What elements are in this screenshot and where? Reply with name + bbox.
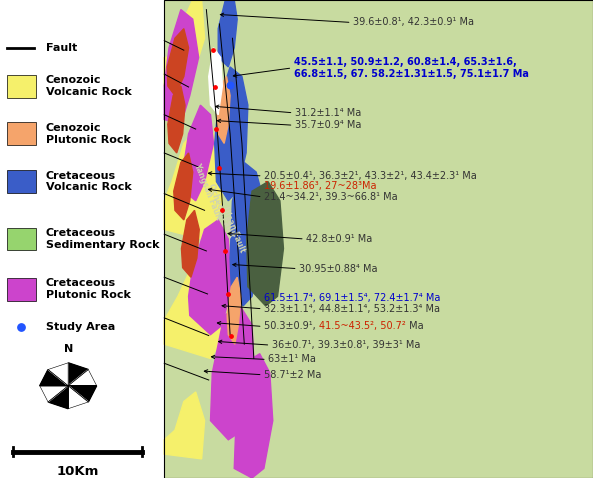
Text: Fault: Fault — [46, 43, 77, 53]
Text: 36±0.7¹, 39.3±0.8¹, 39±3¹ Ma: 36±0.7¹, 39.3±0.8¹, 39±3¹ Ma — [272, 340, 420, 350]
Bar — [164, 0, 593, 478]
Polygon shape — [40, 369, 68, 386]
Polygon shape — [209, 48, 222, 115]
Polygon shape — [48, 363, 68, 386]
Text: Cretaceous
Sedimentary Rock: Cretaceous Sedimentary Rock — [46, 228, 159, 250]
Text: 41.5~43.5², 50.7²: 41.5~43.5², 50.7² — [319, 322, 406, 331]
Polygon shape — [234, 354, 273, 478]
Point — [17, 324, 26, 331]
Text: 35.7±0.9⁴ Ma: 35.7±0.9⁴ Ma — [295, 120, 361, 130]
Text: 63±1¹ Ma: 63±1¹ Ma — [268, 355, 316, 364]
Polygon shape — [211, 306, 255, 440]
Point — [210, 83, 219, 91]
Polygon shape — [230, 163, 264, 306]
Polygon shape — [68, 369, 97, 386]
Polygon shape — [174, 153, 193, 220]
Polygon shape — [167, 29, 189, 96]
Text: 31.2±1.1⁴ Ma: 31.2±1.1⁴ Ma — [295, 108, 361, 118]
Text: 58.7¹±2 Ma: 58.7¹±2 Ma — [264, 370, 321, 380]
Point — [209, 46, 218, 54]
Bar — [7, 75, 36, 98]
Polygon shape — [168, 86, 185, 153]
Bar — [7, 278, 36, 301]
Polygon shape — [164, 0, 205, 86]
Polygon shape — [164, 249, 225, 358]
Polygon shape — [68, 386, 97, 402]
Polygon shape — [164, 124, 222, 239]
Polygon shape — [164, 392, 205, 459]
Polygon shape — [181, 210, 199, 277]
Text: N: N — [63, 344, 73, 354]
Text: Ma: Ma — [406, 322, 423, 331]
Text: 42.8±0.9¹ Ma: 42.8±0.9¹ Ma — [306, 234, 372, 244]
Text: Yangsan Fault: Yangsan Fault — [192, 162, 223, 221]
Point — [227, 332, 236, 339]
Text: 61.5±1.7⁴, 69.1±1.5⁴, 72.4±1.7⁴ Ma: 61.5±1.7⁴, 69.1±1.5⁴, 72.4±1.7⁴ Ma — [264, 293, 440, 303]
Text: 50.3±0.9¹,: 50.3±0.9¹, — [264, 322, 319, 331]
Bar — [7, 170, 36, 193]
Point — [218, 206, 227, 214]
Text: Cretaceous
Plutonic Rock: Cretaceous Plutonic Rock — [46, 278, 130, 300]
Text: 21.4~34.2¹, 39.3~66.8¹ Ma: 21.4~34.2¹, 39.3~66.8¹ Ma — [264, 192, 397, 202]
Point — [221, 247, 230, 255]
Point — [215, 164, 224, 172]
Polygon shape — [164, 10, 199, 124]
Text: 39.6±0.8¹, 42.3±0.9¹ Ma: 39.6±0.8¹, 42.3±0.9¹ Ma — [353, 18, 474, 27]
Polygon shape — [247, 182, 283, 306]
Bar — [164, 0, 593, 478]
Polygon shape — [48, 386, 68, 409]
Polygon shape — [215, 67, 248, 201]
Text: 19.6±1.86³, 27~28³Ma: 19.6±1.86³, 27~28³Ma — [264, 182, 377, 191]
Text: Cretaceous
Volcanic Rock: Cretaceous Volcanic Rock — [46, 171, 132, 193]
Text: 45.5±1.1, 50.9±1.2, 60.8±1.4, 65.3±1.6,
66.8±1.5, 67. 58.2±1.31±1.5, 75.1±1.7 Ma: 45.5±1.1, 50.9±1.2, 60.8±1.4, 65.3±1.6, … — [294, 57, 528, 79]
Text: Ocheon Fault: Ocheon Fault — [206, 182, 235, 239]
Text: Cenozoic
Plutonic Rock: Cenozoic Plutonic Rock — [46, 123, 130, 145]
Polygon shape — [189, 220, 231, 335]
Point — [224, 290, 233, 298]
Polygon shape — [68, 386, 88, 409]
Polygon shape — [218, 0, 237, 67]
Point — [212, 125, 221, 133]
Polygon shape — [68, 363, 88, 386]
Bar — [7, 228, 36, 250]
Polygon shape — [183, 105, 213, 201]
Polygon shape — [227, 277, 241, 344]
Polygon shape — [217, 76, 230, 143]
Text: 10Km: 10Km — [56, 465, 99, 478]
Text: Ulsan Fault: Ulsan Fault — [220, 205, 246, 254]
Bar — [7, 122, 36, 145]
Text: 20.5±0.4¹, 36.3±2¹, 43.3±2¹, 43.4±2.3¹ Ma: 20.5±0.4¹, 36.3±2¹, 43.3±2¹, 43.4±2.3¹ M… — [264, 171, 477, 181]
Text: Study Area: Study Area — [46, 323, 115, 332]
Text: Cenozoic
Volcanic Rock: Cenozoic Volcanic Rock — [46, 75, 132, 97]
Point — [225, 81, 235, 89]
Text: 30.95±0.88⁴ Ma: 30.95±0.88⁴ Ma — [299, 264, 377, 273]
Text: 32.3±1.1⁴, 44.8±1.1⁴, 53.2±1.3⁴ Ma: 32.3±1.1⁴, 44.8±1.1⁴, 53.2±1.3⁴ Ma — [264, 304, 440, 314]
Polygon shape — [40, 386, 68, 402]
